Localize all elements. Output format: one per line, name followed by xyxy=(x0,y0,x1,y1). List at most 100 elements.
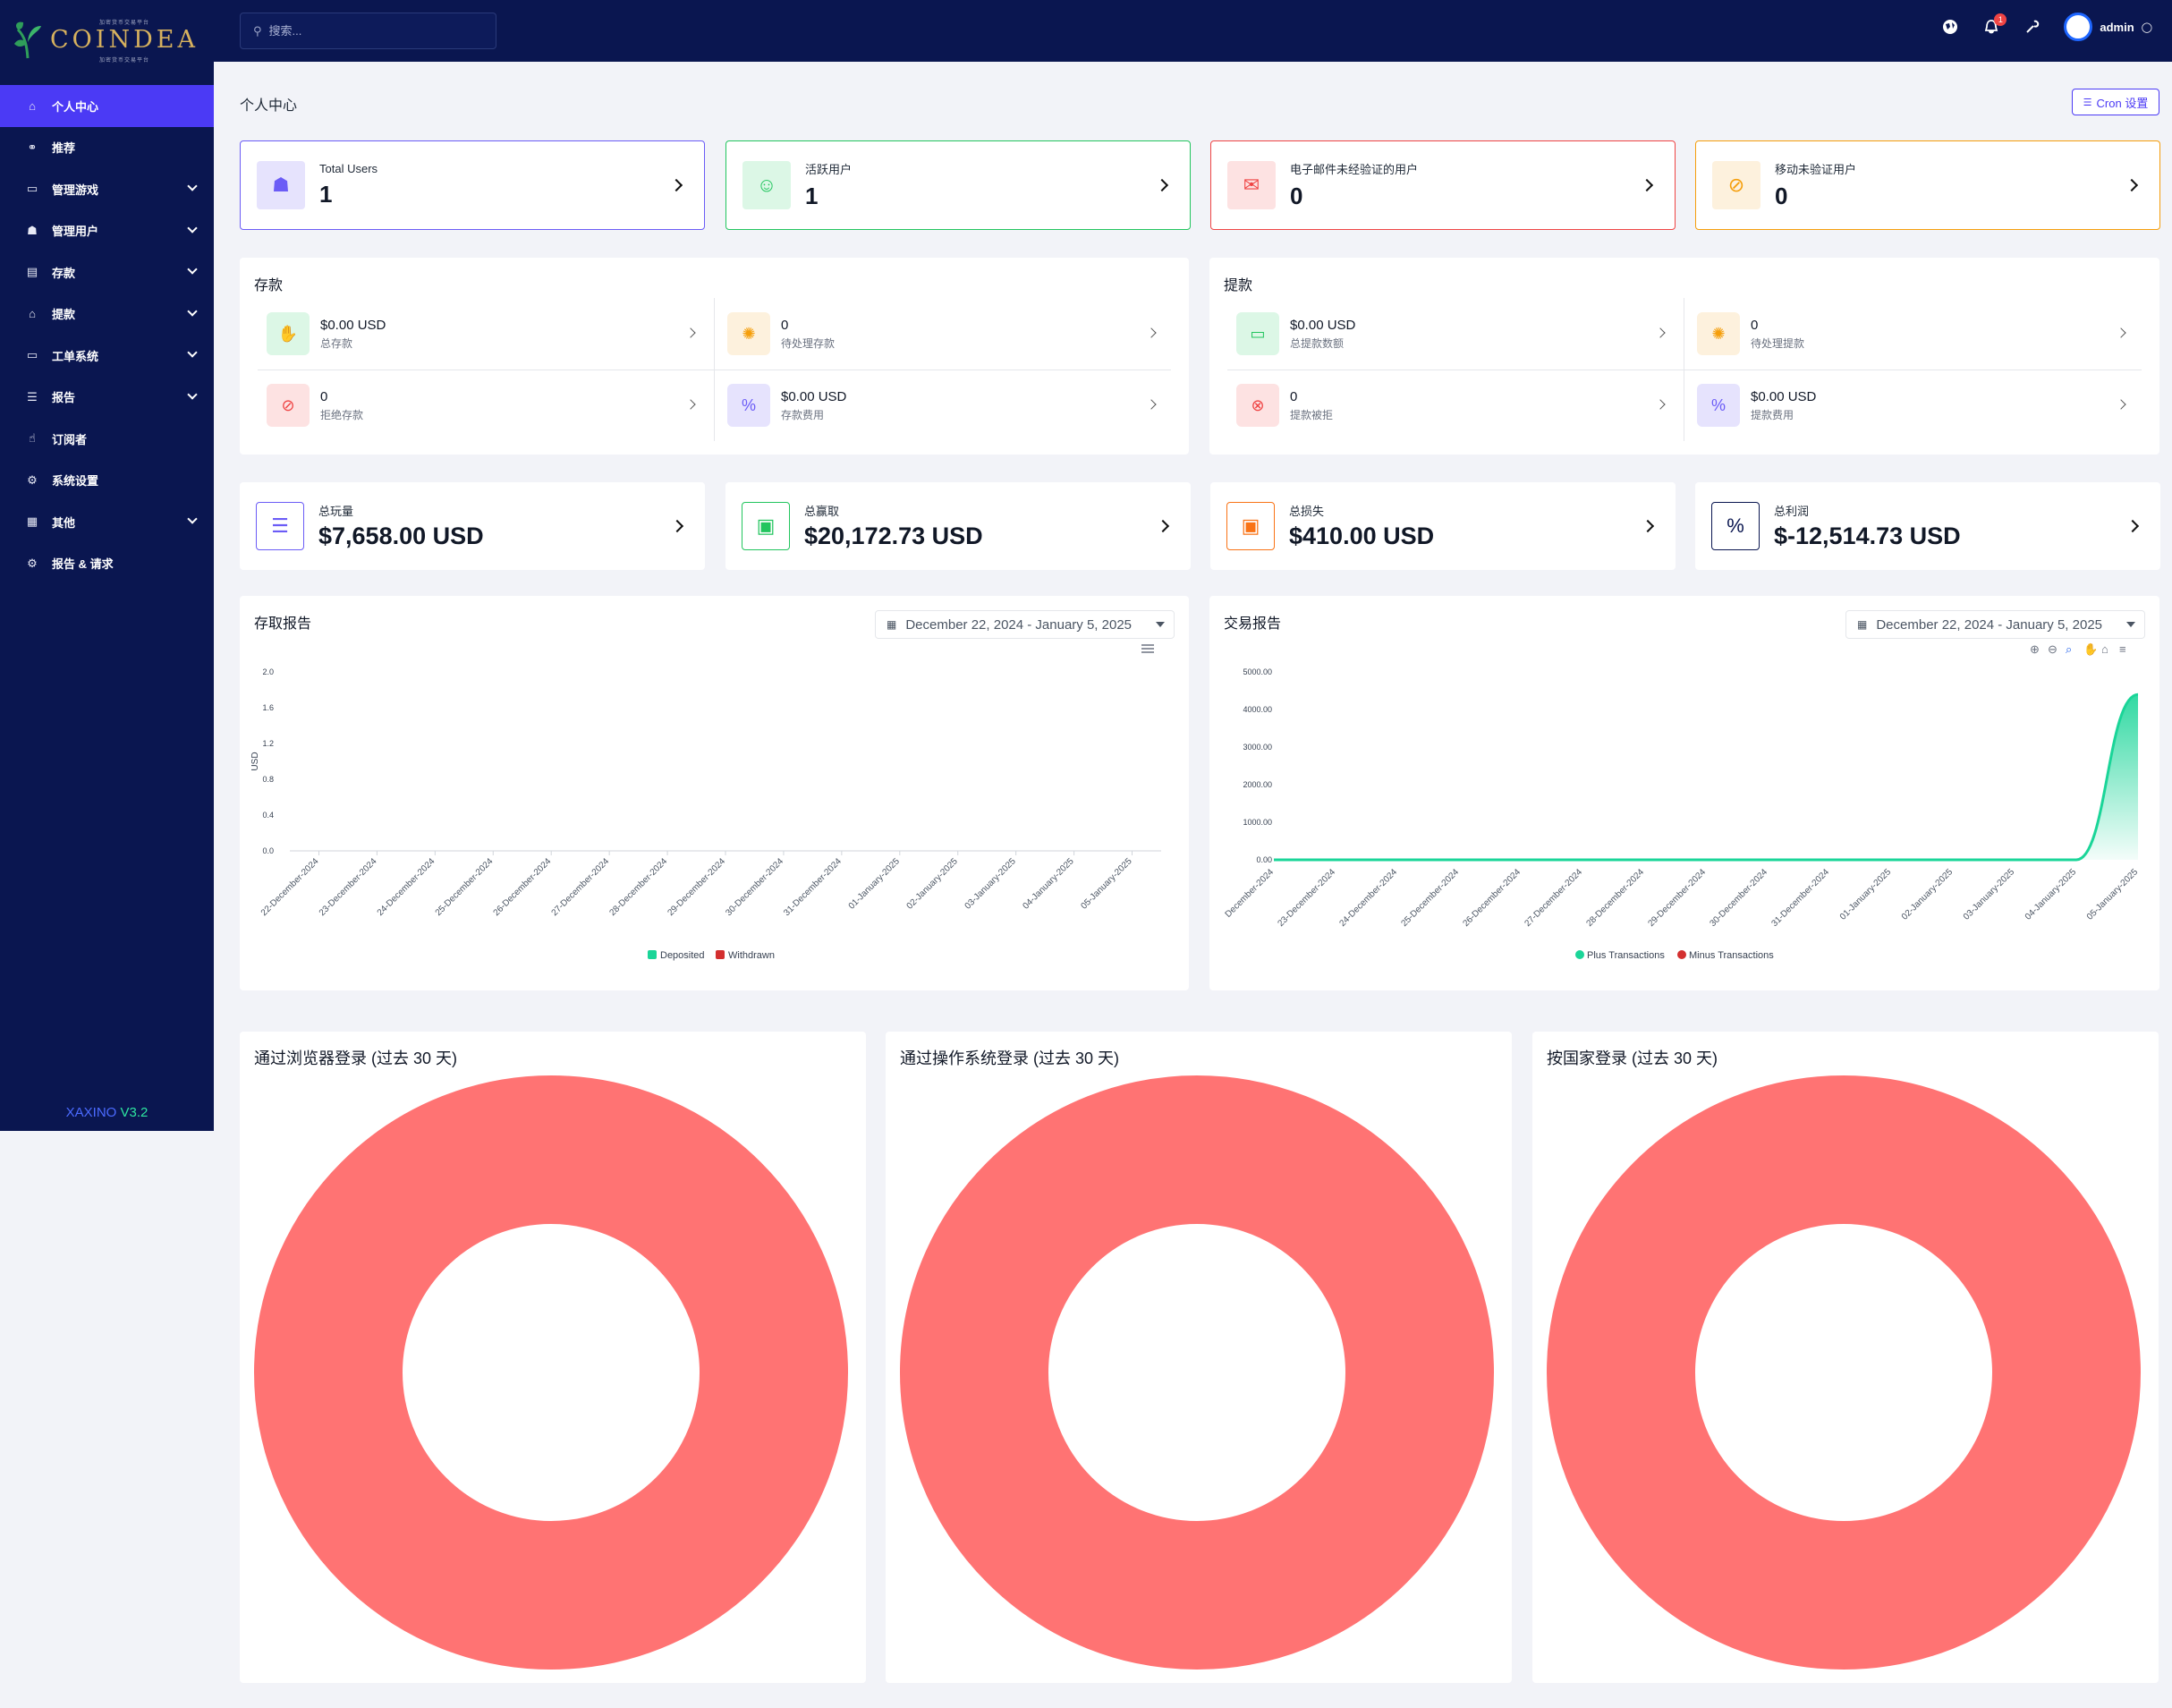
deposit-item-2[interactable]: ⊘ 0 拒绝存款 xyxy=(267,383,705,428)
sidebar-item-label: 订阅者 xyxy=(52,432,88,446)
total-card-2[interactable]: ▣ 总损失 $410.00 USD xyxy=(1210,482,1676,570)
sidebar-item-4[interactable]: ▤ 存款 xyxy=(0,251,214,293)
list-icon: ☰ xyxy=(256,502,304,550)
deposit-report-chart: USD 0.0 0.4 0.8 1.2 1.6 2.0 22-December-202423-… xyxy=(250,644,1161,961)
donut-title: 通过浏览器登录 (过去 30 天) xyxy=(254,1049,458,1067)
deposit-item-label: 存款费用 xyxy=(781,408,825,421)
bank-icon: ⌂ xyxy=(29,307,36,321)
total-card-3[interactable]: % 总利润 $-12,514.73 USD xyxy=(1695,482,2160,570)
sidebar-item-9[interactable]: ⚙ 系统设置 xyxy=(0,460,214,502)
deposit-item-3[interactable]: % $0.00 USD 存款费用 xyxy=(727,383,1166,428)
stat-card-2[interactable]: ✉ 电子邮件未经验证的用户 0 xyxy=(1210,140,1676,230)
sidebar-item-5[interactable]: ⌂ 提款 xyxy=(0,293,214,336)
sidebar-item-label: 管理游戏 xyxy=(52,183,99,197)
donut-title: 通过操作系统登录 (过去 30 天) xyxy=(900,1049,1120,1067)
spinner-icon: ✺ xyxy=(727,312,770,355)
withdraw-item-1[interactable]: ✺ 0 待处理提款 xyxy=(1697,311,2135,356)
deposit-item-label: 总存款 xyxy=(320,336,353,350)
withdraw-item-label: 提款被拒 xyxy=(1290,408,1334,421)
x-tick-label: 23-December-2024 xyxy=(318,856,379,918)
sidebar-item-0[interactable]: ⌂ 个人中心 xyxy=(0,85,214,127)
x-tick-label: 23-December-2024 xyxy=(1276,867,1337,929)
sidebar-item-label: 其他 xyxy=(52,515,76,530)
date-range-text: December 22, 2024 - January 5, 2025 xyxy=(1876,616,2102,633)
sidebar-nav: ⌂ 个人中心 ⚭ 推荐 ▭ 管理游戏 ☗ 管理用户 ▤ 存款 ⌂ 提款 ▭ 工单系统 ☰ 报告 ☝ 订阅者 ⚙ 系统设… xyxy=(0,85,214,584)
sidebar-item-label: 存款 xyxy=(52,266,76,280)
deposit-title: 存款 xyxy=(254,278,284,293)
search-input[interactable] xyxy=(268,24,484,38)
total-label: 总损失 xyxy=(1289,505,1325,518)
sidebar-item-2[interactable]: ▭ 管理游戏 xyxy=(0,168,214,210)
y-tick-label: 3000.00 xyxy=(1243,743,1272,752)
chart-menu-icon: ≡ xyxy=(2119,642,2126,656)
gear-icon: ⚙ xyxy=(27,472,38,487)
sidebar-item-3[interactable]: ☗ 管理用户 xyxy=(0,210,214,252)
sidebar-item-label: 系统设置 xyxy=(52,474,99,489)
chevron-down-icon xyxy=(187,388,198,400)
chevron-right-icon xyxy=(2116,399,2126,410)
deposit-item-label: 待处理存款 xyxy=(781,336,836,350)
search-icon: ⌕ xyxy=(2066,642,2072,656)
withdraw-item-3[interactable]: % $0.00 USD 提款费用 xyxy=(1697,383,2135,428)
deposit-report-card: 存取报告 ▦ December 22, 2024 - January 5, 20… xyxy=(240,596,1189,990)
brand-logo[interactable]: 加密货币交易平台 COINDEA 加密货币交易平台 xyxy=(0,0,214,79)
bell-icon[interactable]: 1 xyxy=(1981,13,2007,37)
stat-card-1[interactable]: ☺ 活跃用户 1 xyxy=(725,140,1191,230)
sidebar-item-7[interactable]: ☰ 报告 xyxy=(0,377,214,419)
sidebar-item-8[interactable]: ☝ 订阅者 xyxy=(0,418,214,460)
wrench-icon[interactable] xyxy=(2023,17,2042,37)
search-icon: ⚲ xyxy=(253,23,262,38)
zoom-out-icon: ⊖ xyxy=(2048,642,2057,656)
sidebar-item-label: 管理用户 xyxy=(52,225,99,239)
calendar-icon: ▦ xyxy=(1857,618,1868,631)
divider xyxy=(714,298,715,441)
gamepad-icon: ▭ xyxy=(26,182,38,196)
sidebar-item-label: 提款 xyxy=(52,308,76,322)
page-title: 个人中心 xyxy=(240,98,298,114)
sidebar-item-label: 推荐 xyxy=(52,141,76,156)
globe-icon[interactable] xyxy=(1940,17,1960,37)
stat-card-3[interactable]: ⊘ 移动未验证用户 0 xyxy=(1695,140,2160,230)
sidebar-item-11[interactable]: ⚙ 报告 & 请求 xyxy=(0,543,214,585)
chevron-down-icon xyxy=(187,264,198,275)
legend-label: Deposited xyxy=(660,950,705,961)
login-donut-card-1: 通过操作系统登录 (过去 30 天) xyxy=(886,1032,1512,1683)
transaction-date-range-picker[interactable]: ▦ December 22, 2024 - January 5, 2025 xyxy=(1845,610,2145,639)
sidebar-item-1[interactable]: ⚭ 推荐 xyxy=(0,127,214,169)
x-tick-label: 02-January-2025 xyxy=(1900,867,1956,922)
user-name: admin xyxy=(2100,20,2134,34)
deposit-date-range-picker[interactable]: ▦ December 22, 2024 - January 5, 2025 xyxy=(875,610,1175,639)
withdraw-item-label: 总提款数额 xyxy=(1290,336,1345,350)
sidebar: 加密货币交易平台 COINDEA 加密货币交易平台 ⌂ 个人中心 ⚭ 推荐 ▭ 管理游戏 ☗… xyxy=(0,0,214,1131)
x-tick-label: 28-December-2024 xyxy=(607,856,669,918)
sidebar-item-label: 个人中心 xyxy=(52,99,99,114)
envelope-icon: ✉ xyxy=(1227,161,1276,209)
total-card-0[interactable]: ☰ 总玩量 $7,658.00 USD xyxy=(240,482,705,570)
chevron-down-icon xyxy=(187,181,198,191)
withdraw-item-2[interactable]: ⊗ 0 提款被拒 xyxy=(1236,383,1675,428)
chevron-right-icon xyxy=(2116,327,2126,338)
y-tick-label: 0.8 xyxy=(262,775,274,784)
sidebar-item-10[interactable]: ▦ 其他 xyxy=(0,501,214,543)
x-tick-label: 26-December-2024 xyxy=(1461,867,1523,929)
withdraw-item-value: $0.00 USD xyxy=(1290,317,1356,333)
search-box[interactable]: ⚲ xyxy=(240,13,496,49)
sidebar-item-6[interactable]: ▭ 工单系统 xyxy=(0,335,214,377)
home-icon: ⌂ xyxy=(2101,642,2108,656)
thumbs-up-icon: ☝ xyxy=(29,431,36,446)
deposit-item-0[interactable]: ✋ $0.00 USD 总存款 xyxy=(267,311,705,356)
transaction-report-chart: 0.00 1000.00 2000.00 3000.00 4000.00 5000.00 D… xyxy=(1224,642,2141,961)
ban-icon: ⊘ xyxy=(267,384,310,427)
brand-name: COINDEA xyxy=(50,25,199,54)
cron-settings-button[interactable]: ☰ Cron 设置 xyxy=(2072,89,2159,115)
stat-value: 1 xyxy=(805,183,819,209)
stat-card-0[interactable]: ☗ Total Users 1 xyxy=(240,140,705,230)
withdraw-item-0[interactable]: ▭ $0.00 USD 总提款数额 xyxy=(1236,311,1675,356)
chevron-right-icon xyxy=(685,399,696,410)
deposit-item-1[interactable]: ✺ 0 待处理存款 xyxy=(727,311,1166,356)
total-card-1[interactable]: ▣ 总赢取 $20,172.73 USD xyxy=(725,482,1191,570)
deposit-item-value: 0 xyxy=(320,388,328,404)
user-menu[interactable]: admin ◯ xyxy=(2064,13,2152,41)
chevron-down-icon xyxy=(1156,622,1165,627)
version-label: XAXINO V3.2 xyxy=(0,1105,214,1120)
